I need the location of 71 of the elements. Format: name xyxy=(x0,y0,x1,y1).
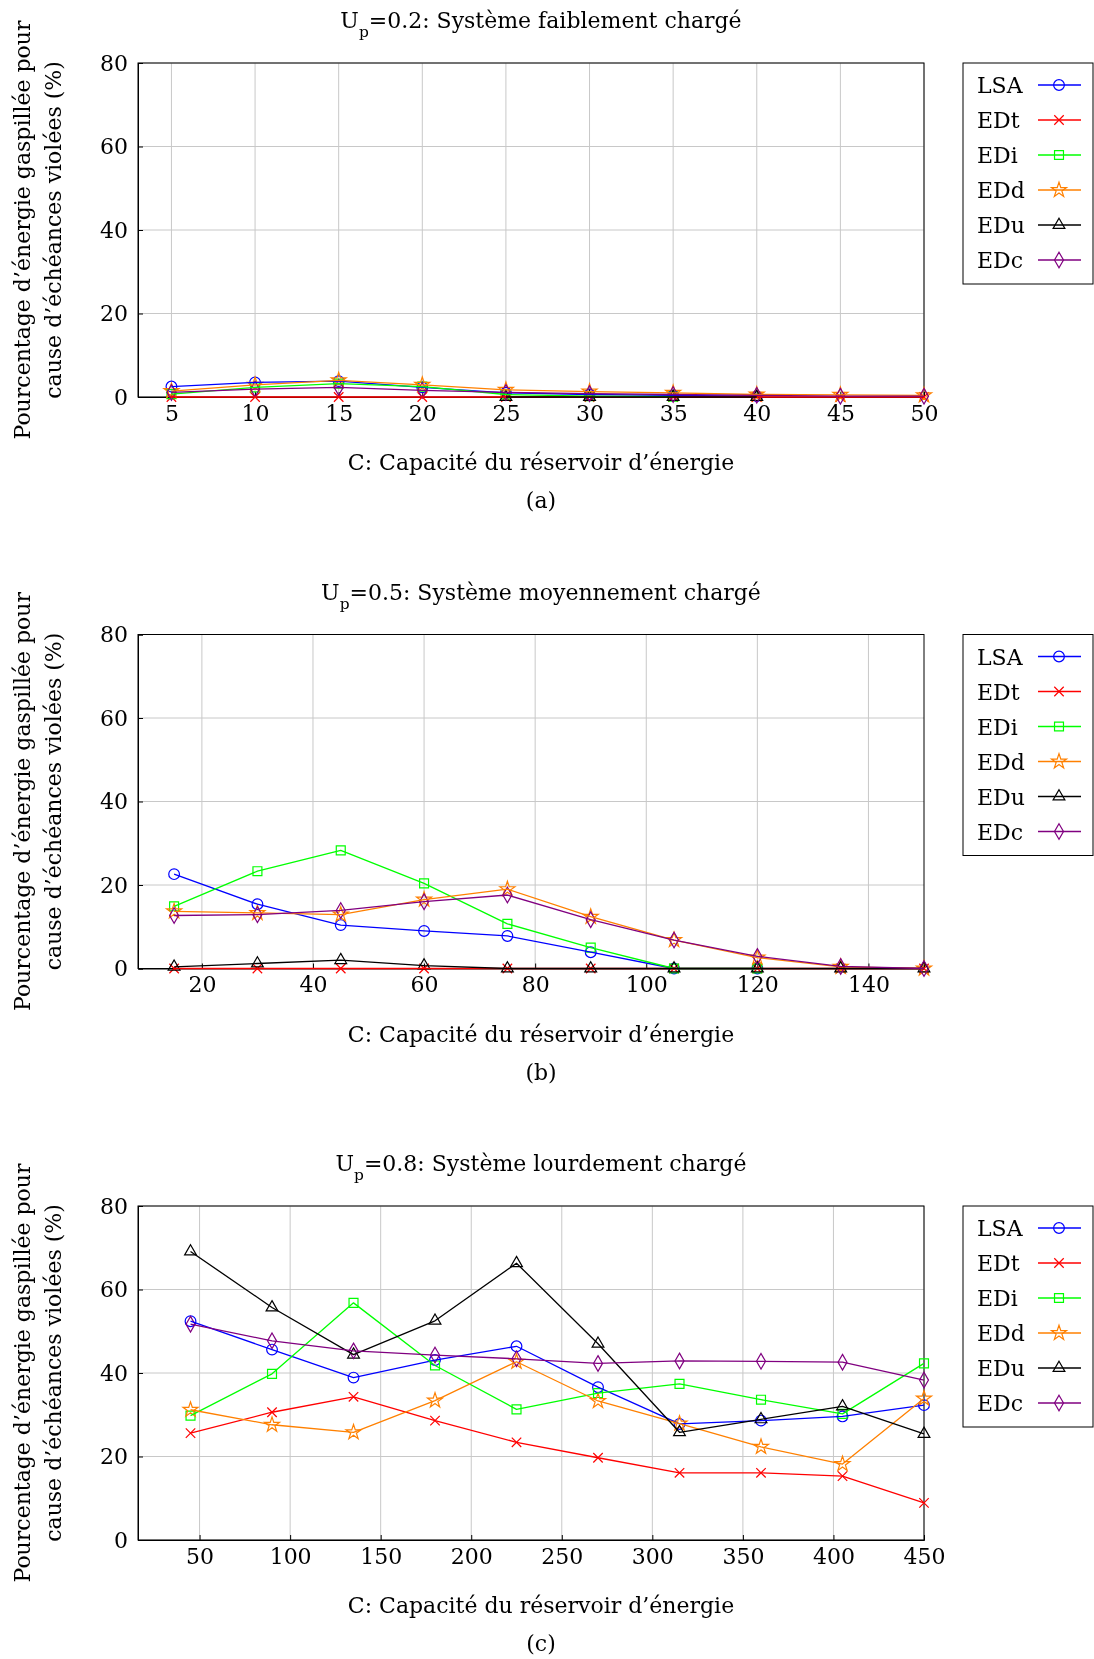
legend-label: EDu xyxy=(977,784,1025,810)
chart-title: U$_{p}$=0.8: Système lourdement chargé xyxy=(335,1151,747,1184)
x-tick-label: 40 xyxy=(299,972,328,998)
y-tick-label: 0 xyxy=(114,384,128,410)
x-tick-label: 80 xyxy=(521,972,550,998)
legend-label: LSA xyxy=(977,644,1024,670)
y-axis-title: Pourcentage d’énergie gaspillée pour cause d’échéances violées (%) xyxy=(10,1162,66,1583)
x-tick-label: 30 xyxy=(576,400,605,426)
y-tick-label: 40 xyxy=(100,789,128,815)
x-tick-label: 400 xyxy=(812,1543,855,1569)
legend-label: EDu xyxy=(977,213,1025,238)
y-tick-label: 60 xyxy=(100,134,128,160)
x-tick-label: 40 xyxy=(743,400,772,426)
x-tick-label: 450 xyxy=(903,1543,946,1569)
legend-label: EDc xyxy=(977,1391,1024,1416)
x-tick-label: 25 xyxy=(492,400,521,426)
x-tick-label: 20 xyxy=(408,400,437,426)
x-tick-label: 250 xyxy=(541,1543,584,1569)
x-tick-label: 45 xyxy=(826,400,855,426)
x-axis-title: C: Capacité du réservoir d’énergie xyxy=(347,450,735,475)
x-tick-label: 120 xyxy=(736,972,779,998)
text: (b) xyxy=(525,1059,557,1085)
legend-label: EDc xyxy=(977,819,1024,845)
chart-title: U$_{p}$=0.5: Système moyennement chargé xyxy=(321,579,761,613)
x-tick-label: 20 xyxy=(188,972,217,998)
x-axis-title: C: Capacité du réservoir d’énergie xyxy=(347,1593,735,1618)
x-tick-label: 100 xyxy=(269,1543,312,1569)
y-tick-label: 40 xyxy=(100,1360,128,1386)
y-tick-label: 20 xyxy=(100,301,128,327)
x-tick-label: 150 xyxy=(360,1543,403,1569)
legend-label: EDc xyxy=(977,248,1024,273)
text: (a) xyxy=(525,488,557,513)
legend-label: EDd xyxy=(977,1321,1025,1346)
y-tick-label: 60 xyxy=(100,705,128,731)
y-tick-label: 60 xyxy=(100,1277,128,1303)
y-axis-title: Pourcentage d’énergie gaspillée pour cause d’échéances violées (%) xyxy=(10,591,66,1012)
y-tick-label: 0 xyxy=(114,956,128,982)
y-tick-label: 80 xyxy=(100,1193,128,1219)
legend-label: EDi xyxy=(977,143,1018,168)
chart-title: U$_{p}$=0.2: Système faiblement chargé xyxy=(340,8,742,41)
legend-label: EDd xyxy=(977,178,1025,203)
y-tick-label: 80 xyxy=(100,50,128,76)
x-axis-title: C: Capacité du réservoir d’énergie xyxy=(347,1021,735,1047)
legend-label: EDi xyxy=(977,714,1018,740)
x-tick-label: 5 xyxy=(164,400,179,426)
legend-label: LSA xyxy=(977,1216,1024,1241)
x-tick-label: 15 xyxy=(325,400,354,426)
y-tick-label: 20 xyxy=(100,1444,128,1470)
legend-label: LSA xyxy=(977,73,1024,98)
text: (c) xyxy=(526,1631,556,1656)
x-tick-label: 300 xyxy=(631,1543,674,1569)
legend-label: EDu xyxy=(977,1356,1025,1381)
y-tick-label: 80 xyxy=(100,622,128,648)
legend-label: EDt xyxy=(977,108,1020,133)
x-tick-label: 350 xyxy=(722,1543,765,1569)
y-tick-label: 0 xyxy=(114,1527,128,1553)
legend-label: EDi xyxy=(977,1286,1018,1311)
x-tick-label: 50 xyxy=(910,400,939,426)
x-tick-label: 200 xyxy=(450,1543,493,1569)
legend-label: EDt xyxy=(977,1251,1020,1276)
y-axis-title: Pourcentage d’énergie gaspillée pour cause d’échéances violées (%) xyxy=(10,19,66,440)
y-tick-label: 20 xyxy=(100,872,128,898)
x-tick-label: 10 xyxy=(241,400,270,426)
x-tick-label: 140 xyxy=(847,972,890,998)
x-tick-label: 60 xyxy=(410,972,439,998)
y-tick-label: 40 xyxy=(100,217,128,243)
legend-label: EDd xyxy=(977,749,1025,775)
x-tick-label: 35 xyxy=(659,400,688,426)
x-tick-label: 100 xyxy=(625,972,668,998)
legend-label: EDt xyxy=(977,679,1020,705)
x-tick-label: 50 xyxy=(186,1543,215,1569)
